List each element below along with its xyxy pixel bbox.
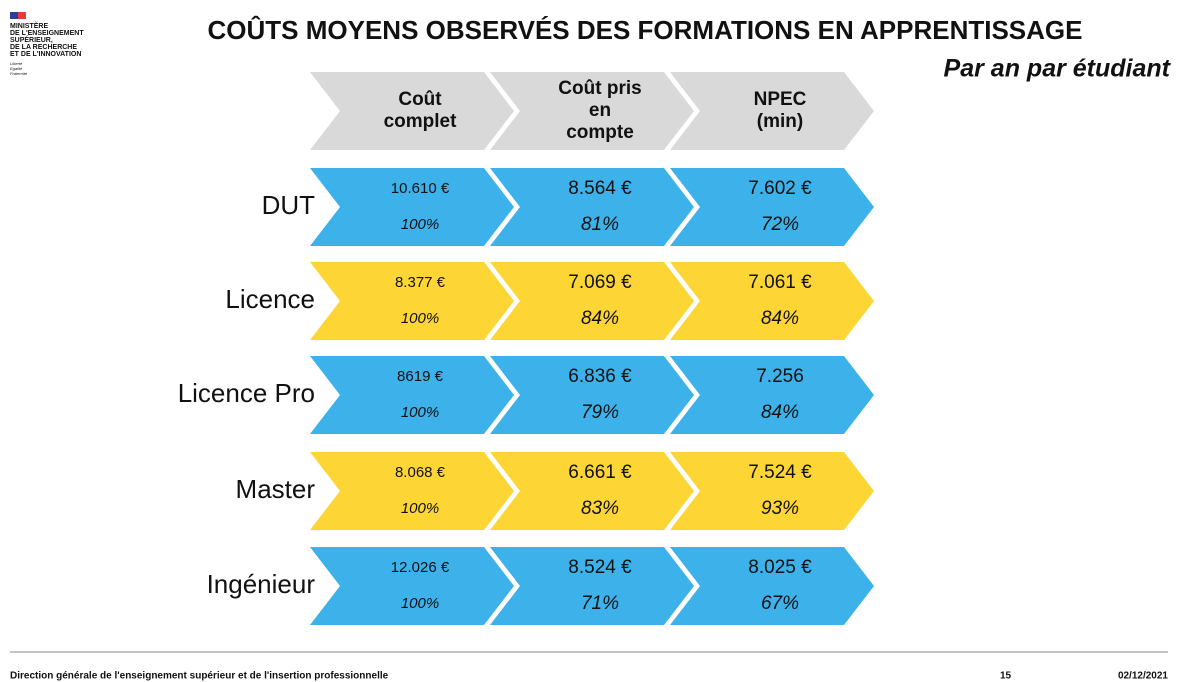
cell-amount: 7.256 xyxy=(756,366,804,387)
cell-percent: 84% xyxy=(761,308,799,329)
cell-amount: 7.524 € xyxy=(748,462,812,483)
row-label: DUT xyxy=(262,190,316,220)
cell-chevron xyxy=(490,452,694,530)
cell-percent: 100% xyxy=(401,500,439,517)
flag-blue xyxy=(10,12,18,19)
cell-percent: 71% xyxy=(581,593,619,614)
header-chevron xyxy=(490,72,694,150)
logo-motto: Liberté xyxy=(10,61,23,66)
cell-percent: 81% xyxy=(581,214,619,235)
cell-chevron xyxy=(310,452,514,530)
cell-amount: 6.836 € xyxy=(568,366,632,387)
column-header: Coût xyxy=(398,89,442,110)
cell-amount: 8619 € xyxy=(397,368,444,385)
cell-chevron xyxy=(310,262,514,340)
logo-motto: Égalité xyxy=(10,66,23,71)
column-header: complet xyxy=(384,111,458,132)
flag-red xyxy=(18,12,26,19)
cell-amount: 8.564 € xyxy=(568,178,632,199)
cell-percent: 93% xyxy=(761,498,799,519)
column-header: (min) xyxy=(757,111,803,132)
cell-percent: 84% xyxy=(581,308,619,329)
cell-percent: 72% xyxy=(761,214,799,235)
cell-percent: 83% xyxy=(581,498,619,519)
logo-line: DE L'ENSEIGNEMENT xyxy=(10,30,84,37)
footer-page: 15 xyxy=(1000,671,1012,682)
logo-line: DE LA RECHERCHE xyxy=(10,44,77,51)
header-chevron xyxy=(310,72,514,150)
row-label: Master xyxy=(236,474,316,504)
cell-amount: 6.661 € xyxy=(568,462,632,483)
logo-motto: Fraternité xyxy=(10,71,28,76)
cell-amount: 8.025 € xyxy=(748,557,812,578)
header-chevron xyxy=(670,72,874,150)
cell-percent: 100% xyxy=(401,595,439,612)
cell-chevron xyxy=(670,168,874,246)
cell-amount: 12.026 € xyxy=(391,559,450,576)
cell-amount: 7.061 € xyxy=(748,272,812,293)
cell-percent: 67% xyxy=(761,593,799,614)
column-header: en xyxy=(589,100,611,121)
footer-date: 02/12/2021 xyxy=(1118,671,1168,682)
column-header: compte xyxy=(566,122,634,143)
cell-chevron xyxy=(490,168,694,246)
cell-amount: 8.377 € xyxy=(395,274,446,291)
cell-chevron xyxy=(670,452,874,530)
cell-amount: 7.602 € xyxy=(748,178,812,199)
cell-percent: 100% xyxy=(401,310,439,327)
cell-chevron xyxy=(310,168,514,246)
row-label: Licence Pro xyxy=(178,378,315,408)
subtitle: Par an par étudiant xyxy=(944,55,1172,83)
cell-chevron xyxy=(670,262,874,340)
row-label: Ingénieur xyxy=(207,569,316,599)
cell-percent: 84% xyxy=(761,402,799,423)
cell-chevron xyxy=(310,356,514,434)
cell-percent: 100% xyxy=(401,404,439,421)
cell-chevron xyxy=(490,356,694,434)
cell-chevron xyxy=(310,547,514,625)
column-header: Coût pris xyxy=(558,78,641,99)
title: COÛTS MOYENS OBSERVÉS DES FORMATIONS EN … xyxy=(208,15,1083,45)
logo-line: ET DE L'INNOVATION xyxy=(10,51,81,58)
footer-organisation: Direction générale de l'enseignement sup… xyxy=(10,671,389,682)
cell-chevron xyxy=(490,262,694,340)
cell-percent: 79% xyxy=(581,402,619,423)
cell-amount: 7.069 € xyxy=(568,272,632,293)
cell-amount: 8.068 € xyxy=(395,464,446,481)
logo-line: SUPÉRIEUR, xyxy=(10,35,53,44)
column-header: NPEC xyxy=(754,89,807,110)
cell-chevron xyxy=(490,547,694,625)
cell-chevron xyxy=(670,547,874,625)
cell-chevron xyxy=(670,356,874,434)
cell-amount: 10.610 € xyxy=(391,180,450,197)
cell-percent: 100% xyxy=(401,216,439,233)
row-label: Licence xyxy=(225,284,315,314)
logo-line: MINISTÈRE xyxy=(10,21,48,30)
cell-amount: 8.524 € xyxy=(568,557,632,578)
